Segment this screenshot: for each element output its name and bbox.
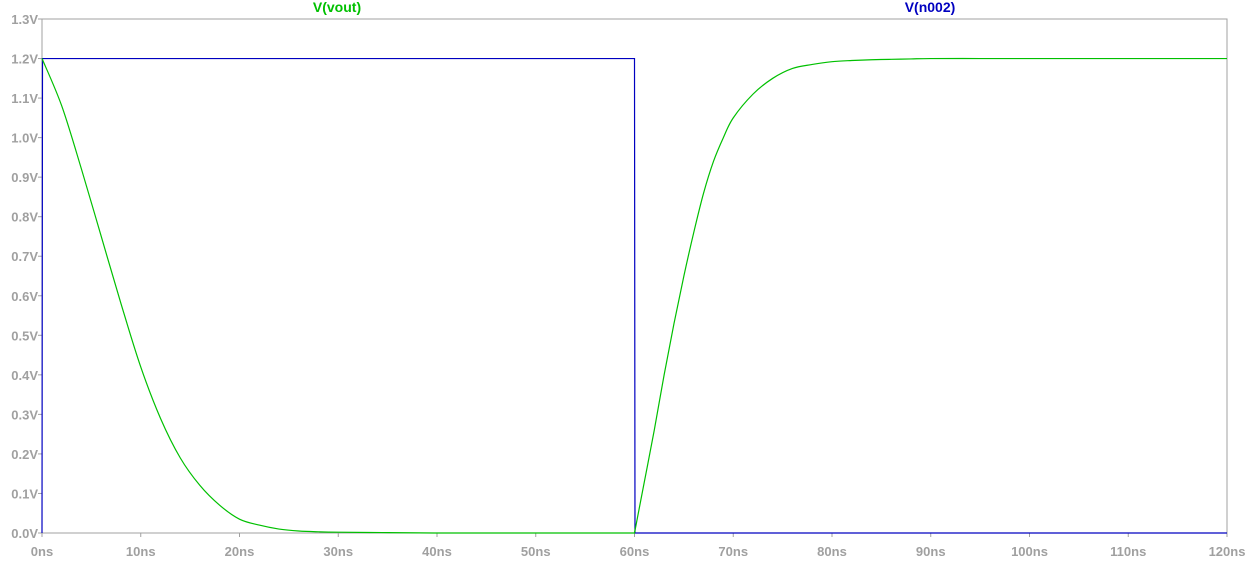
- y-tick-label: 0.9V: [11, 170, 38, 185]
- y-tick-label: 0.2V: [11, 447, 38, 462]
- x-tick-label: 60ns: [620, 544, 650, 559]
- x-tick-label: 90ns: [916, 544, 946, 559]
- y-tick-label: 1.2V: [11, 52, 38, 67]
- x-tick-label: 20ns: [225, 544, 255, 559]
- x-tick-label: 40ns: [422, 544, 452, 559]
- y-tick-label: 1.1V: [11, 91, 38, 106]
- y-tick-label: 1.0V: [11, 131, 38, 146]
- legend-vout: V(vout): [313, 0, 361, 15]
- x-tick-label: 10ns: [126, 544, 156, 559]
- legend-n002: V(n002): [905, 0, 956, 15]
- x-tick-label: 110ns: [1110, 544, 1146, 559]
- series-line-vout: [41, 57, 1227, 534]
- y-tick-label: 0.4V: [11, 368, 38, 383]
- x-tick-label: 30ns: [323, 544, 353, 559]
- x-tick-label: 100ns: [1011, 544, 1048, 559]
- y-tick-label: 0.8V: [11, 210, 38, 225]
- y-tick-label: 0.7V: [11, 249, 38, 264]
- y-tick-label: 0.6V: [11, 289, 38, 304]
- y-tick-label: 0.5V: [11, 328, 38, 343]
- y-tick-label: 0.1V: [11, 486, 38, 501]
- series-line-n002: [41, 57, 1227, 534]
- x-tick-label: 80ns: [817, 544, 847, 559]
- x-tick-label: 0ns: [31, 544, 53, 559]
- series-lines: [41, 57, 1227, 534]
- y-axis: 0.0V 0.1V 0.2V 0.3V 0.4V 0.5V 0.6V 0.7V 0.8V 0.9V…: [11, 12, 42, 541]
- y-tick-label: 1.3V: [11, 12, 38, 27]
- y-tick-label: 0.3V: [11, 407, 38, 422]
- x-tick-label: 50ns: [521, 544, 551, 559]
- x-tick-label: 120ns: [1209, 544, 1246, 559]
- y-tick-label: 0.0V: [11, 526, 38, 541]
- x-tick-label: 70ns: [718, 544, 748, 559]
- x-axis: 0ns 10ns 20ns 30ns 40ns 50ns 60ns 70ns 80ns 90ns 1…: [31, 533, 1246, 559]
